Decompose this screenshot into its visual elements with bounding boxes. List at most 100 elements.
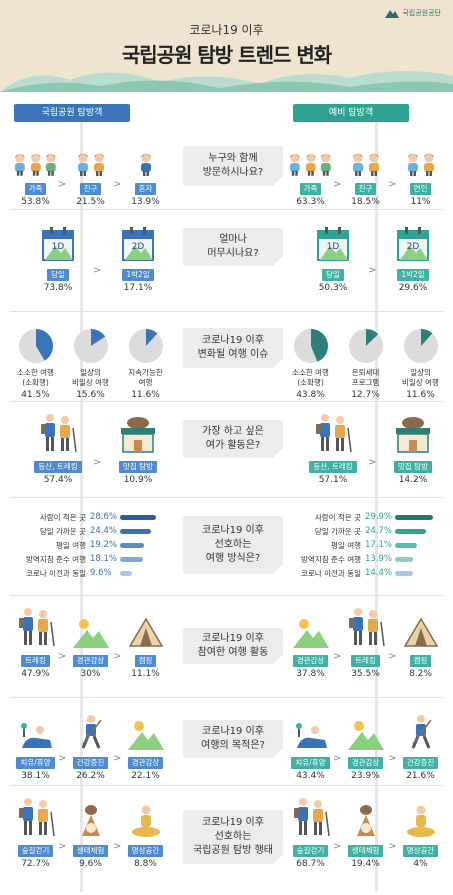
question-box: 누구와 함께 방문하시나요? (183, 146, 283, 186)
mountain-icon (342, 708, 389, 750)
svg-text:2D: 2D (132, 242, 145, 252)
people-icon (122, 134, 169, 176)
hikers-icon (22, 412, 94, 454)
stat-label: 숲길걷기 (17, 845, 54, 857)
question-box: 코로나19 이후 참여한 여행 활동 (183, 628, 283, 664)
stat-item: 친구 21.5% (67, 134, 114, 207)
stat-item: 건강증진 21.6% (397, 708, 444, 781)
stat-item: 숲길걷기 68.7% (287, 796, 334, 869)
stat-value: 50.3% (318, 283, 348, 293)
stat-value: 13.9% (131, 197, 160, 207)
stat-label: 당일 (47, 269, 69, 281)
greater-than-icon: > (58, 841, 67, 852)
stat-item: 치유/휴양 38.1% (12, 708, 59, 781)
stat-value: 19.4% (351, 859, 380, 869)
stat-item: 경관감상 30% (67, 606, 114, 679)
stat-value: 43.8% (296, 390, 325, 400)
stat-value: 18.5% (351, 197, 380, 207)
question-box: 얼마나 머무시나요? (183, 228, 283, 266)
stat-item: 맛집 탐방 10.9% (102, 412, 174, 485)
pie-chart-icon (342, 322, 389, 364)
stat-item: 혼자 13.9% (122, 134, 169, 207)
bar-value: 29.9% (365, 512, 393, 522)
preference-bar-row: 사람이 적은 곳 29.9% (279, 512, 433, 522)
survey-section: 누구와 함께 방문하시나요? 가족 53.8% > 친구 21.5% > 혼자 13.9% 가족 6… (0, 128, 453, 210)
bar-value: 18.1% (90, 554, 118, 564)
bar-label: 당일 가까운 곳 (314, 526, 361, 536)
people-icon (287, 134, 334, 176)
pie-chart-icon (397, 322, 444, 364)
stat-label: 치유/휴양 (291, 757, 330, 769)
mountain-icon (287, 606, 334, 648)
stat-item: 가족 63.3% (287, 134, 334, 207)
bar-value: 9.6% (90, 568, 112, 578)
stat-item: 등산, 트레킹 57.1% (297, 412, 369, 485)
meditation-icon (122, 796, 169, 838)
bar-fill (120, 542, 144, 548)
stat-label: 가족 (24, 183, 47, 195)
stat-label: 등산, 트레킹 (309, 461, 357, 473)
bar-fill (120, 570, 132, 576)
stat-label: 건강증진 (72, 757, 109, 769)
bar-label: 방역지침 준수 여행 (301, 554, 361, 564)
stat-label: 맛집 탐방 (394, 461, 432, 473)
survey-section: 가장 하고 싶은 여가 활동은? 등산, 트레킹 57.4% > 맛집 탐방 10.9% 등… (0, 401, 453, 498)
stat-value: 8.2% (409, 669, 432, 679)
stat-item: 연인 11% (397, 134, 444, 207)
stat-label: 경관감상 (292, 655, 329, 667)
bar-label: 사람이 적은 곳 (39, 512, 86, 522)
stat-value: 35.5% (351, 669, 380, 679)
squirrel-icon (67, 796, 114, 838)
stat-value: 37.8% (296, 669, 325, 679)
stat-value: 9.6% (79, 859, 102, 869)
issue-label: 소소한 여행 (소확행) (17, 368, 54, 387)
greater-than-icon: > (93, 265, 102, 276)
left-column-line (80, 122, 83, 892)
stat-label: 경관감상 (72, 655, 109, 667)
walker-icon (397, 708, 444, 750)
preference-bar-row: 방역지침 준수 여행 13.9% (279, 554, 413, 564)
preference-bar-row: 방역지침 준수 여행 18.1% (4, 554, 143, 564)
people-icon (342, 134, 389, 176)
logo-mountain-icon (385, 10, 400, 18)
bar-value: 24.4% (90, 526, 118, 536)
section-divider (10, 401, 443, 402)
stat-value: 15.6% (76, 390, 105, 400)
stat-item: 2D 1박2일 17.1% (102, 220, 174, 293)
stat-item: 트레킹 35.5% (342, 606, 389, 679)
question-box: 코로나19 이후 여행의 목적은? (183, 720, 283, 758)
stat-value: 43.4% (296, 771, 325, 781)
preference-bar-row: 당일 가까운 곳 24.7% (279, 526, 426, 536)
tent-icon (397, 606, 444, 648)
stat-item: 캠핑 11.1% (122, 606, 169, 679)
question-box: 코로나19 이후 선호하는 여행 방식은? (183, 516, 283, 574)
people-icon (67, 134, 114, 176)
greater-than-icon: > (113, 753, 122, 764)
stat-label: 친구 (354, 183, 377, 195)
stat-value: 11% (410, 197, 431, 207)
issue-label: 일상의 비일상 여행 (402, 368, 439, 387)
preference-bar-row: 평일 여행 17.1% (279, 540, 417, 550)
stat-label: 캠핑 (409, 655, 432, 667)
stat-label: 명상공간 (127, 845, 164, 857)
pie-chart-icon (67, 322, 114, 364)
greater-than-icon: > (368, 457, 377, 468)
calendar-icon: 2D (377, 220, 449, 262)
stat-item: 트레킹 47.9% (12, 606, 59, 679)
stat-value: 12.7% (351, 390, 380, 400)
survey-section: 코로나19 이후 여행의 목적은? 치유/휴양 38.1% > 건강증진 26.2% > 경관… (0, 697, 453, 786)
issue-label: 소소한 여행 (소확행) (292, 368, 329, 387)
section-divider (10, 595, 443, 596)
hammock-icon (287, 708, 334, 750)
stat-item: 숲길걷기 72.7% (12, 796, 59, 869)
stat-item: 등산, 트레킹 57.4% (22, 412, 94, 485)
bar-fill (395, 542, 417, 548)
preference-bar-row: 코로나 이전과 동일 9.6% (4, 568, 132, 578)
stat-value: 73.8% (43, 283, 73, 293)
stat-label: 숲길걷기 (292, 845, 329, 857)
stat-value: 11.1% (131, 669, 160, 679)
bar-label: 당일 가까운 곳 (39, 526, 86, 536)
mountain-icon (67, 606, 114, 648)
logo-text: 국립공원공단 (402, 9, 441, 17)
hikers-icon (12, 796, 59, 838)
